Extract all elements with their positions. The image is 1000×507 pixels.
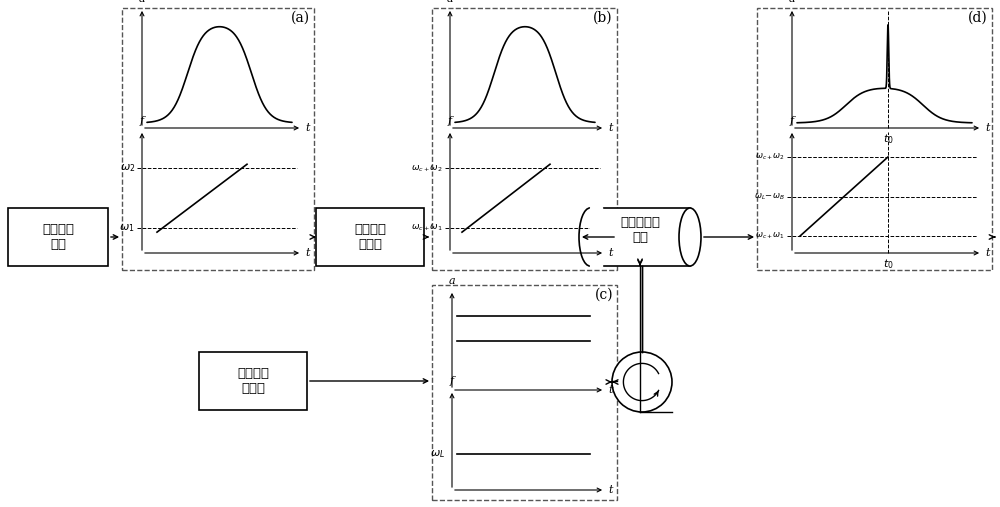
Text: t: t <box>985 123 990 133</box>
Text: $\omega_L$: $\omega_L$ <box>430 448 445 460</box>
Text: t: t <box>305 123 310 133</box>
Text: f: f <box>140 116 144 126</box>
Text: (d): (d) <box>968 11 988 25</box>
Text: $\omega_{c+}\omega_2$: $\omega_{c+}\omega_2$ <box>411 163 443 173</box>
Bar <box>590 207 602 267</box>
Text: $t_0$: $t_0$ <box>883 257 893 271</box>
Text: t: t <box>305 248 310 258</box>
Text: (b): (b) <box>593 11 613 25</box>
Text: $\omega_{c+}\omega_1$: $\omega_{c+}\omega_1$ <box>755 231 785 241</box>
Text: $\omega_1$: $\omega_1$ <box>119 222 135 234</box>
Bar <box>199 352 307 410</box>
Text: 待测微波
信号: 待测微波 信号 <box>42 223 74 251</box>
Bar <box>590 208 690 266</box>
Text: (c): (c) <box>594 288 613 302</box>
Bar <box>432 8 617 270</box>
Text: t: t <box>608 485 612 495</box>
Text: (a): (a) <box>291 11 310 25</box>
Ellipse shape <box>579 208 601 266</box>
Text: f: f <box>450 376 454 386</box>
Bar <box>122 8 314 270</box>
Bar <box>432 285 617 500</box>
Text: f: f <box>448 116 452 126</box>
Text: t: t <box>608 248 612 258</box>
Text: $\omega_{c+}\omega_2$: $\omega_{c+}\omega_2$ <box>755 152 785 162</box>
Text: 第二电光
调制器: 第二电光 调制器 <box>237 367 269 395</box>
Ellipse shape <box>679 208 701 266</box>
Text: $\omega_2$: $\omega_2$ <box>120 162 135 174</box>
Circle shape <box>612 352 672 412</box>
Text: 第一电光
调制器: 第一电光 调制器 <box>354 223 386 251</box>
Text: a: a <box>139 0 145 4</box>
Text: t: t <box>985 248 990 258</box>
Text: t: t <box>608 123 612 133</box>
Text: 布里渊散射
媒介: 布里渊散射 媒介 <box>620 216 660 244</box>
Text: f: f <box>790 116 794 126</box>
Text: a: a <box>789 0 795 4</box>
Bar <box>8 208 108 266</box>
Text: t: t <box>608 385 612 395</box>
Text: $\omega_{c+}\omega_1$: $\omega_{c+}\omega_1$ <box>411 223 443 233</box>
Text: $t_0$: $t_0$ <box>883 132 893 146</box>
Text: a: a <box>447 0 453 4</box>
Text: a: a <box>449 276 455 286</box>
Bar <box>757 8 992 270</box>
Bar <box>316 208 424 266</box>
Text: $\omega_L\!-\!\omega_B$: $\omega_L\!-\!\omega_B$ <box>754 191 785 202</box>
